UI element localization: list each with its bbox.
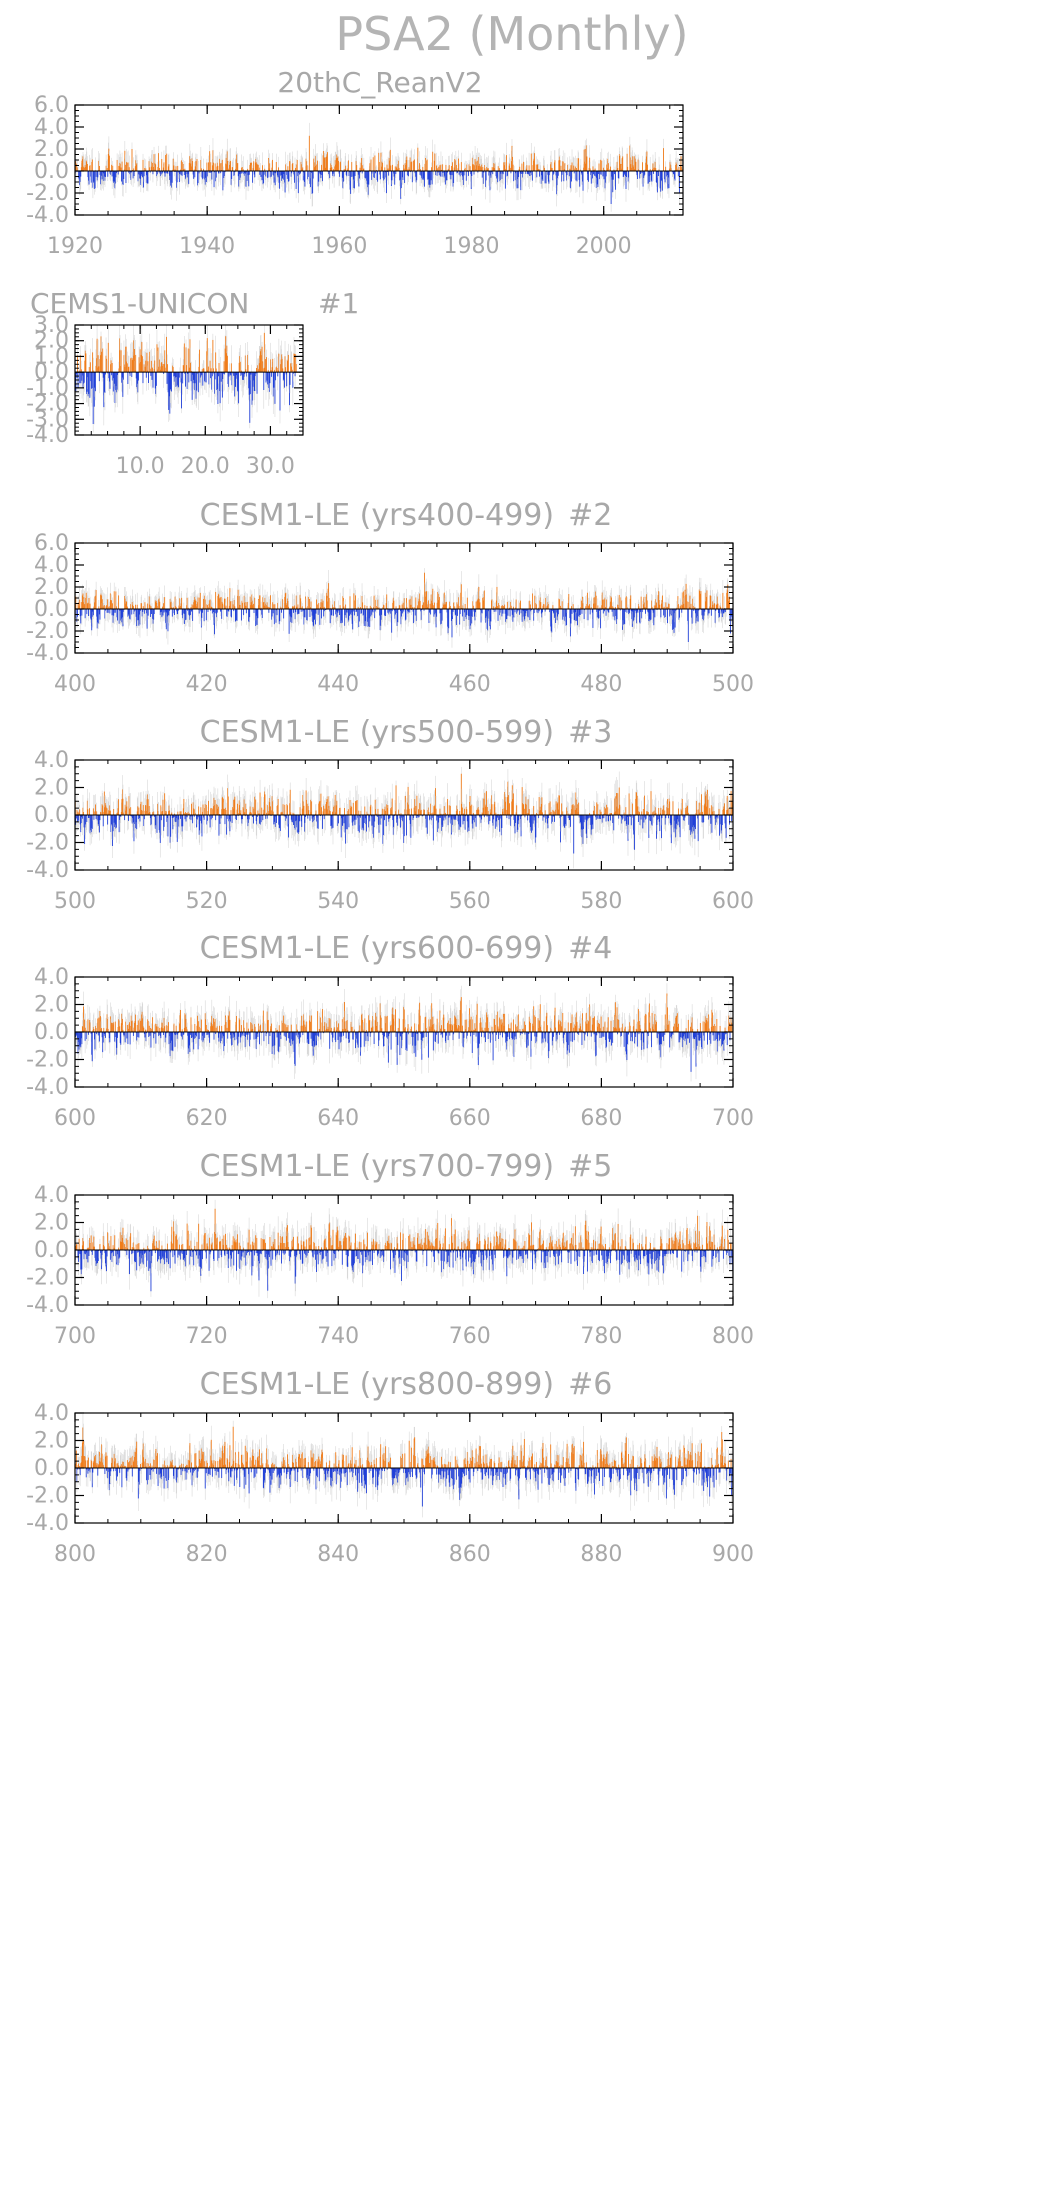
y-tick-label: 6.0 (34, 93, 69, 118)
chart-panel-1: CEMS1-UNICON #1 3.02.01.00.0-1.0-2.0-3.0-4… (26, 287, 359, 479)
y-tick-label: -4.0 (26, 423, 69, 448)
y-tick-label: -1.0 (26, 376, 69, 401)
y-tick-label: 0.0 (34, 159, 69, 184)
x-tick-label: 1940 (179, 234, 235, 259)
y-tick-label: 4.0 (34, 115, 69, 140)
y-tick-label: 3.0 (34, 313, 69, 338)
panel-number-label: #2 (568, 498, 612, 533)
y-tick-label: -4.0 (26, 203, 69, 228)
bars (74, 568, 734, 650)
x-tick-label: 1960 (311, 234, 367, 259)
bars (74, 325, 297, 433)
x-tick-label: 2000 (576, 234, 632, 259)
y-tick-label: 1.0 (34, 344, 69, 369)
panel-title: CESM1-LE (yrs400-499) #2 (200, 498, 613, 533)
figure-title: PSA2 (Monthly) (335, 7, 688, 61)
chart-panel-0: 20thC_ReanV2 6.04.02.00.0-2.0-4.0 1920 1940… (26, 66, 684, 259)
y-tick-label: 2.0 (34, 329, 69, 354)
y-tick-label: -2.0 (26, 392, 69, 417)
x-tick-label: 1920 (47, 234, 103, 259)
y-tick-label: 2.0 (34, 137, 69, 162)
panel-title: 20thC_ReanV2 (277, 66, 482, 99)
panel-title: CEMS1-UNICON (30, 287, 249, 320)
x-tick-label: 10.0 (116, 454, 165, 479)
y-tick-label: -3.0 (26, 407, 69, 432)
chart-panel-2: CESM1-LE (yrs400-499) #26.04.02.00.0-2.0-… (26, 498, 754, 697)
x-tick-label: 20.0 (181, 454, 230, 479)
x-tick-label: 1980 (444, 234, 500, 259)
panel-number-label: #1 (318, 287, 359, 320)
y-tick-label: 0.0 (34, 360, 69, 385)
y-tick-label: -2.0 (26, 181, 69, 206)
bars (74, 122, 684, 212)
x-tick-label: 30.0 (246, 454, 295, 479)
